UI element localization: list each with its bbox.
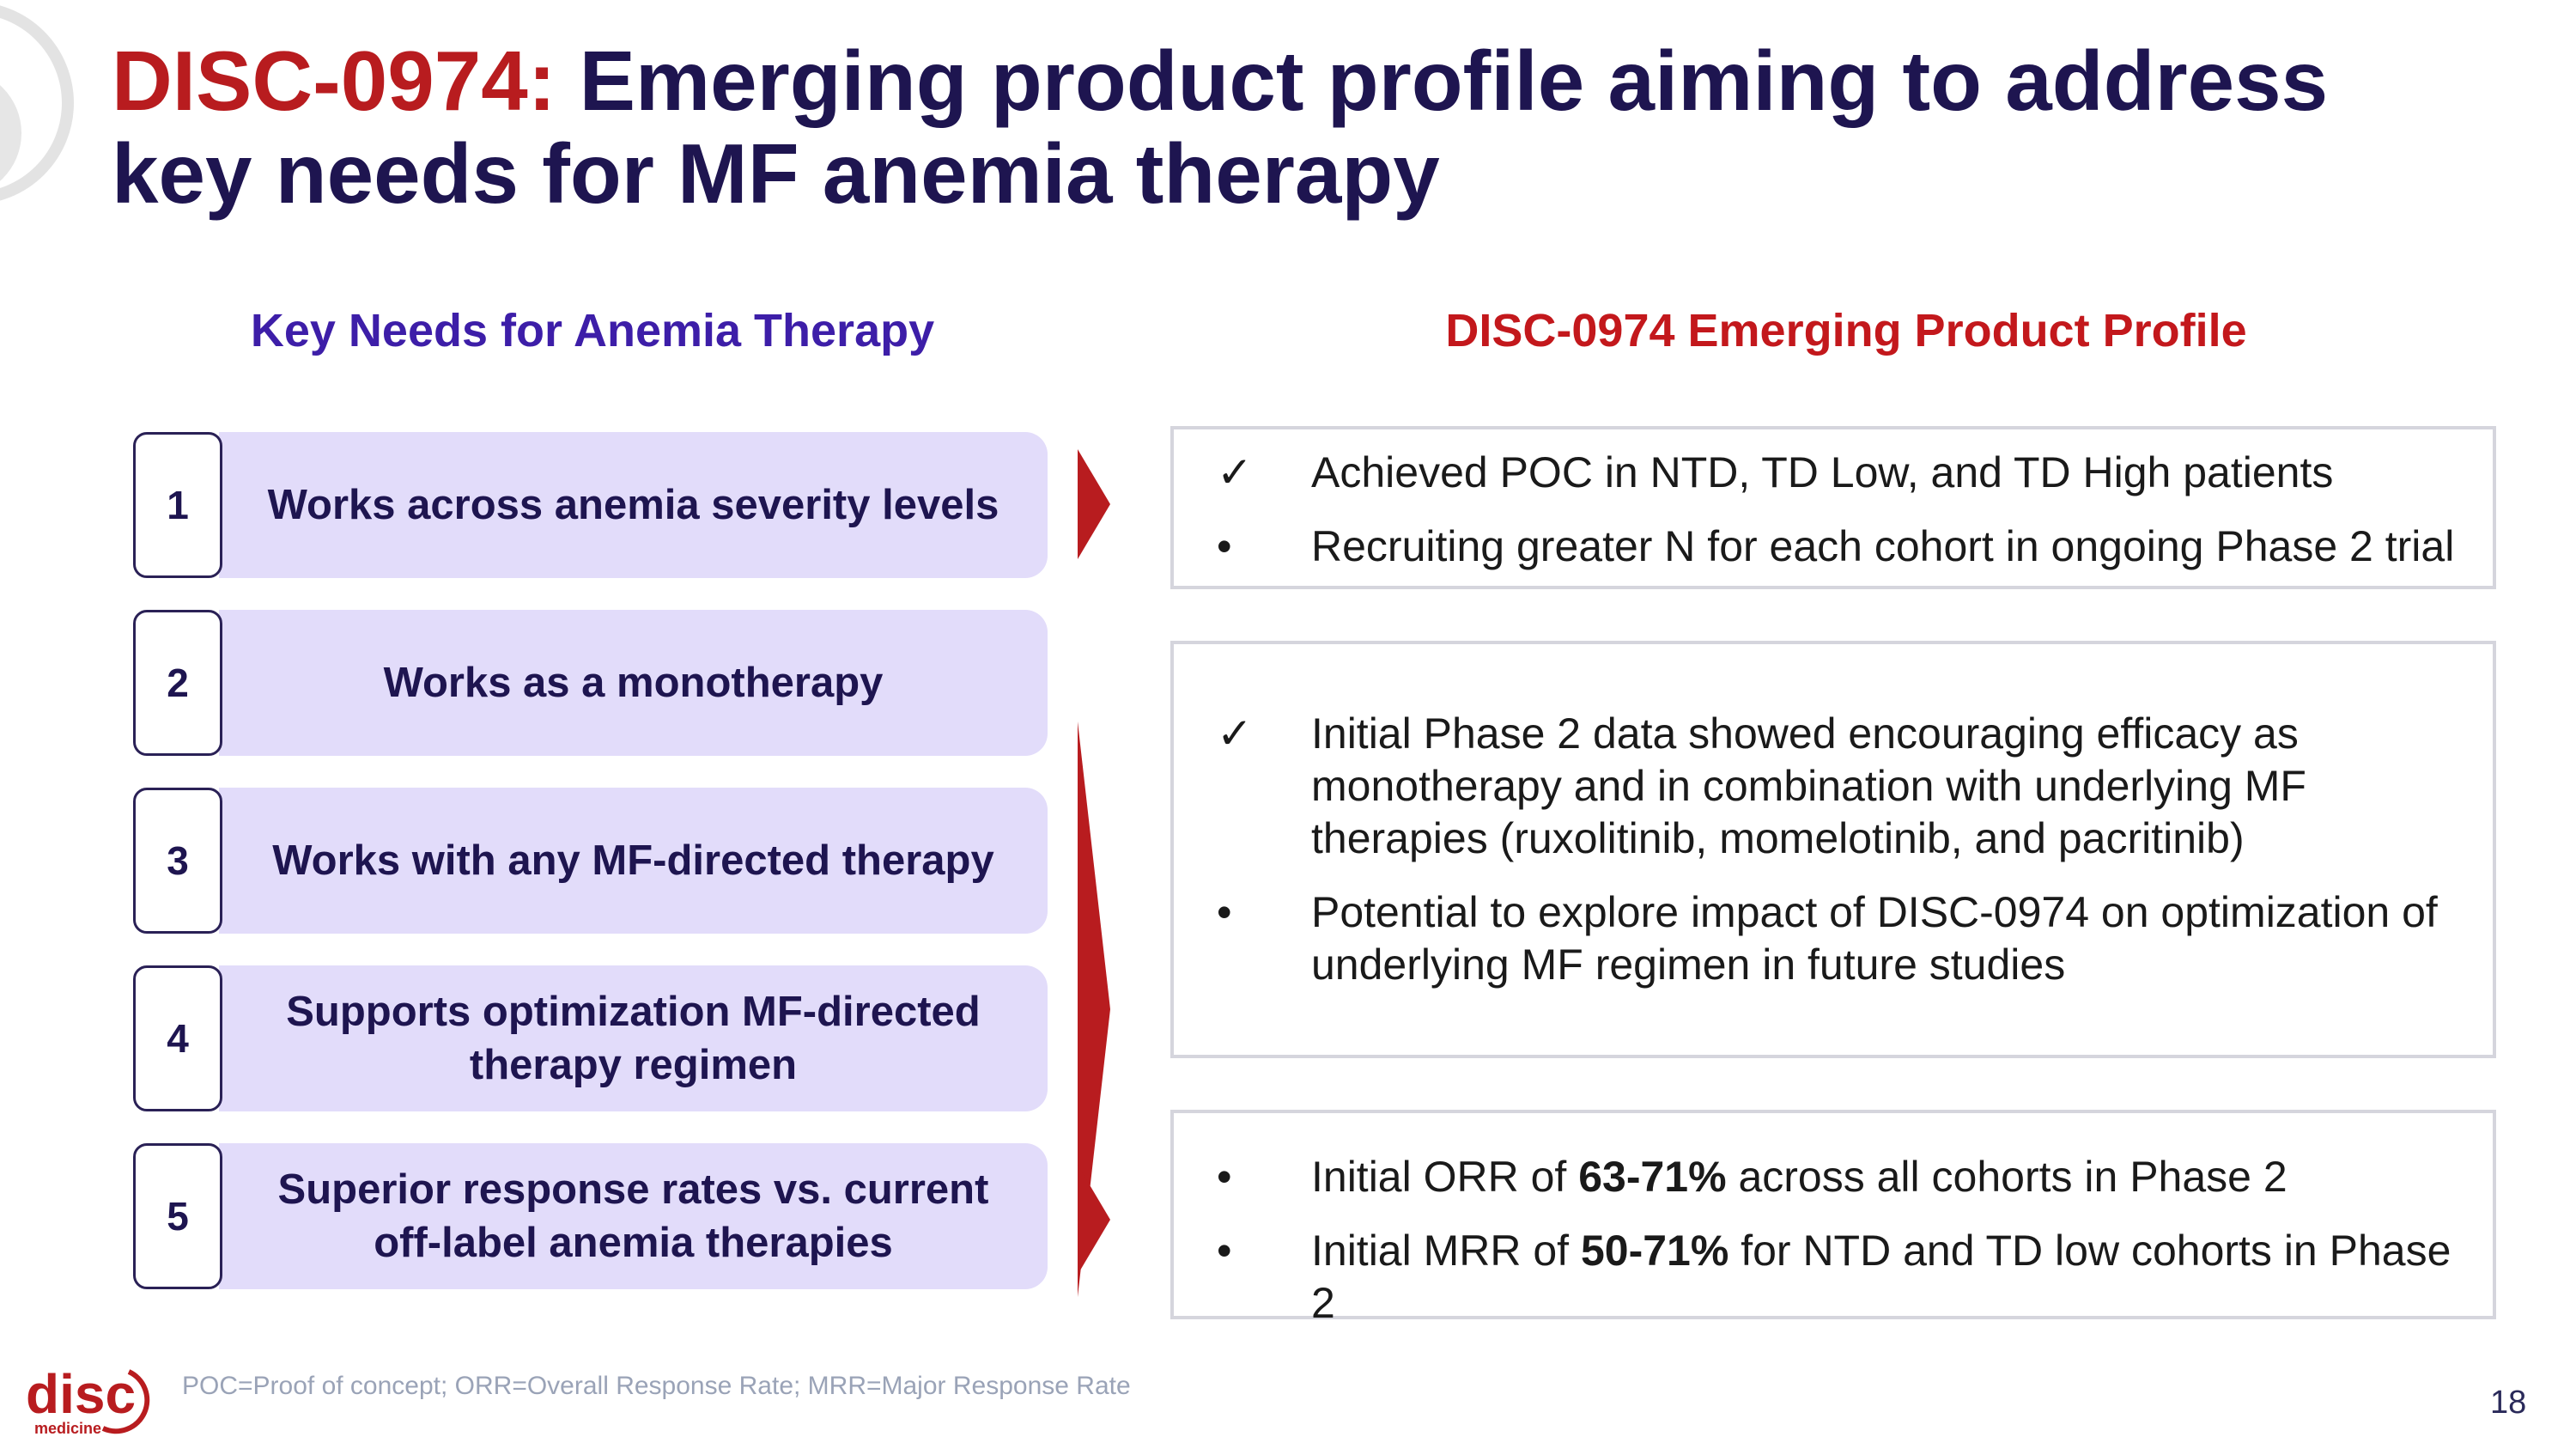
profile-item-line: underlying MF regimen in future studies [1311, 941, 2066, 989]
profile-item-text: Recruiting greater N for each cohort in … [1311, 522, 2455, 570]
arrow-right-icon [1078, 449, 1110, 559]
logo-swoosh [101, 1369, 150, 1434]
need-label: Supports optimization MF-directed therapy… [219, 965, 1048, 1111]
profile-item: • Initial MRR of 50-71% for NTD and TD l… [1217, 1225, 2479, 1330]
need-label-line: Superior response rates vs. current [277, 1166, 989, 1213]
need-label-line: Works with any MF-directed therapy [272, 837, 994, 884]
need-number: 2 [133, 610, 222, 756]
need-row: 3 Works with any MF-directed therapy [133, 788, 1048, 934]
page-number: 18 [2490, 1385, 2527, 1421]
profile-item-line: monotherapy and in combination with unde… [1311, 762, 2306, 810]
need-label-line: off-label anemia therapies [374, 1220, 893, 1266]
checkmark-icon: ✓ [1217, 709, 1253, 758]
need-row: 1 Works across anemia severity levels [133, 432, 1048, 578]
logo-word: disc [26, 1363, 136, 1425]
profile-panel-efficacy: ✓ Initial Phase 2 data showed encouragin… [1170, 641, 2496, 1058]
profile-item-line: Initial Phase 2 data showed encouraging … [1311, 709, 2299, 758]
profile-item: • Initial ORR of 63-71% across all cohor… [1217, 1151, 2479, 1203]
profile-item-text: Initial ORR of 63-71% across all cohorts… [1311, 1151, 2479, 1203]
need-number: 3 [133, 788, 222, 934]
text-run: Initial ORR of [1311, 1153, 1579, 1201]
need-number: 1 [133, 432, 222, 578]
title-line1: Emerging product profile aiming to addre… [556, 33, 2329, 128]
need-label-line: therapy regimen [469, 1042, 798, 1088]
profile-item-text: Initial MRR of 50-71% for NTD and TD low… [1311, 1225, 2479, 1330]
highlight-value: 63-71% [1578, 1153, 1727, 1201]
footnote: POC=Proof of concept; ORR=Overall Respon… [182, 1372, 1131, 1400]
profile-item-line: therapies (ruxolitinib, momelotinib, and… [1311, 814, 2245, 862]
profile-panel-response: • Initial ORR of 63-71% across all cohor… [1170, 1110, 2496, 1327]
profile-item-text: Potential to explore impact of DISC-0974… [1311, 886, 2479, 991]
disc-medicine-logo: disc medicine [26, 1363, 150, 1437]
checkmark-icon: ✓ [1217, 448, 1253, 496]
bullet-icon: • [1217, 1227, 1232, 1275]
need-row: 5 Superior response rates vs. current off… [133, 1143, 1048, 1289]
profile-item-text: Achieved POC in NTD, TD Low, and TD High… [1311, 448, 2334, 496]
profile-item: • Recruiting greater N for each cohort i… [1217, 521, 2479, 573]
profile-item-text: Initial Phase 2 data showed encouraging … [1311, 708, 2479, 865]
need-label-line: Works across anemia severity levels [267, 482, 999, 528]
need-number: 5 [133, 1143, 222, 1289]
bullet-icon: • [1217, 1153, 1232, 1201]
profile-item-line: Potential to explore impact of DISC-0974… [1311, 888, 2438, 936]
text-run: for NTD and TD low cohorts in Phase 2 [1311, 1227, 2451, 1327]
profile-item: • Potential to explore impact of DISC-09… [1217, 886, 2479, 991]
text-run: across all cohorts in Phase 2 [1726, 1153, 2287, 1201]
need-label: Works as a monotherapy [219, 610, 1048, 756]
arrow-right-icon [1078, 1165, 1110, 1275]
profile-panel-severity: ✓ Achieved POC in NTD, TD Low, and TD Hi… [1170, 426, 2496, 589]
page-title: DISC-0974: Emerging product profile aimi… [112, 34, 2516, 220]
need-row: 2 Works as a monotherapy [133, 610, 1048, 756]
text-run: Initial MRR of [1311, 1227, 1581, 1275]
highlight-value: 50-71% [1580, 1227, 1729, 1275]
need-label: Works across anemia severity levels [219, 432, 1048, 578]
need-label: Superior response rates vs. current off-l… [219, 1143, 1048, 1289]
bullet-icon: • [1217, 522, 1232, 570]
title-line2: key needs for MF anemia therapy [112, 126, 1440, 221]
need-label: Works with any MF-directed therapy [219, 788, 1048, 934]
need-label-line: Works as a monotherapy [383, 660, 884, 706]
right-column-header: DISC-0974 Emerging Product Profile [1445, 305, 2247, 356]
profile-item: ✓ Achieved POC in NTD, TD Low, and TD Hi… [1217, 447, 2479, 499]
logo-subword: medicine [34, 1420, 101, 1437]
need-label-line: Supports optimization MF-directed [286, 989, 981, 1035]
profile-item: ✓ Initial Phase 2 data showed encouragin… [1217, 708, 2479, 865]
title-accent: DISC-0974: [112, 33, 556, 128]
need-number: 4 [133, 965, 222, 1111]
bullet-icon: • [1217, 888, 1232, 936]
left-column-header: Key Needs for Anemia Therapy [250, 305, 935, 356]
need-row: 4 Supports optimization MF-directed thera… [133, 965, 1048, 1111]
